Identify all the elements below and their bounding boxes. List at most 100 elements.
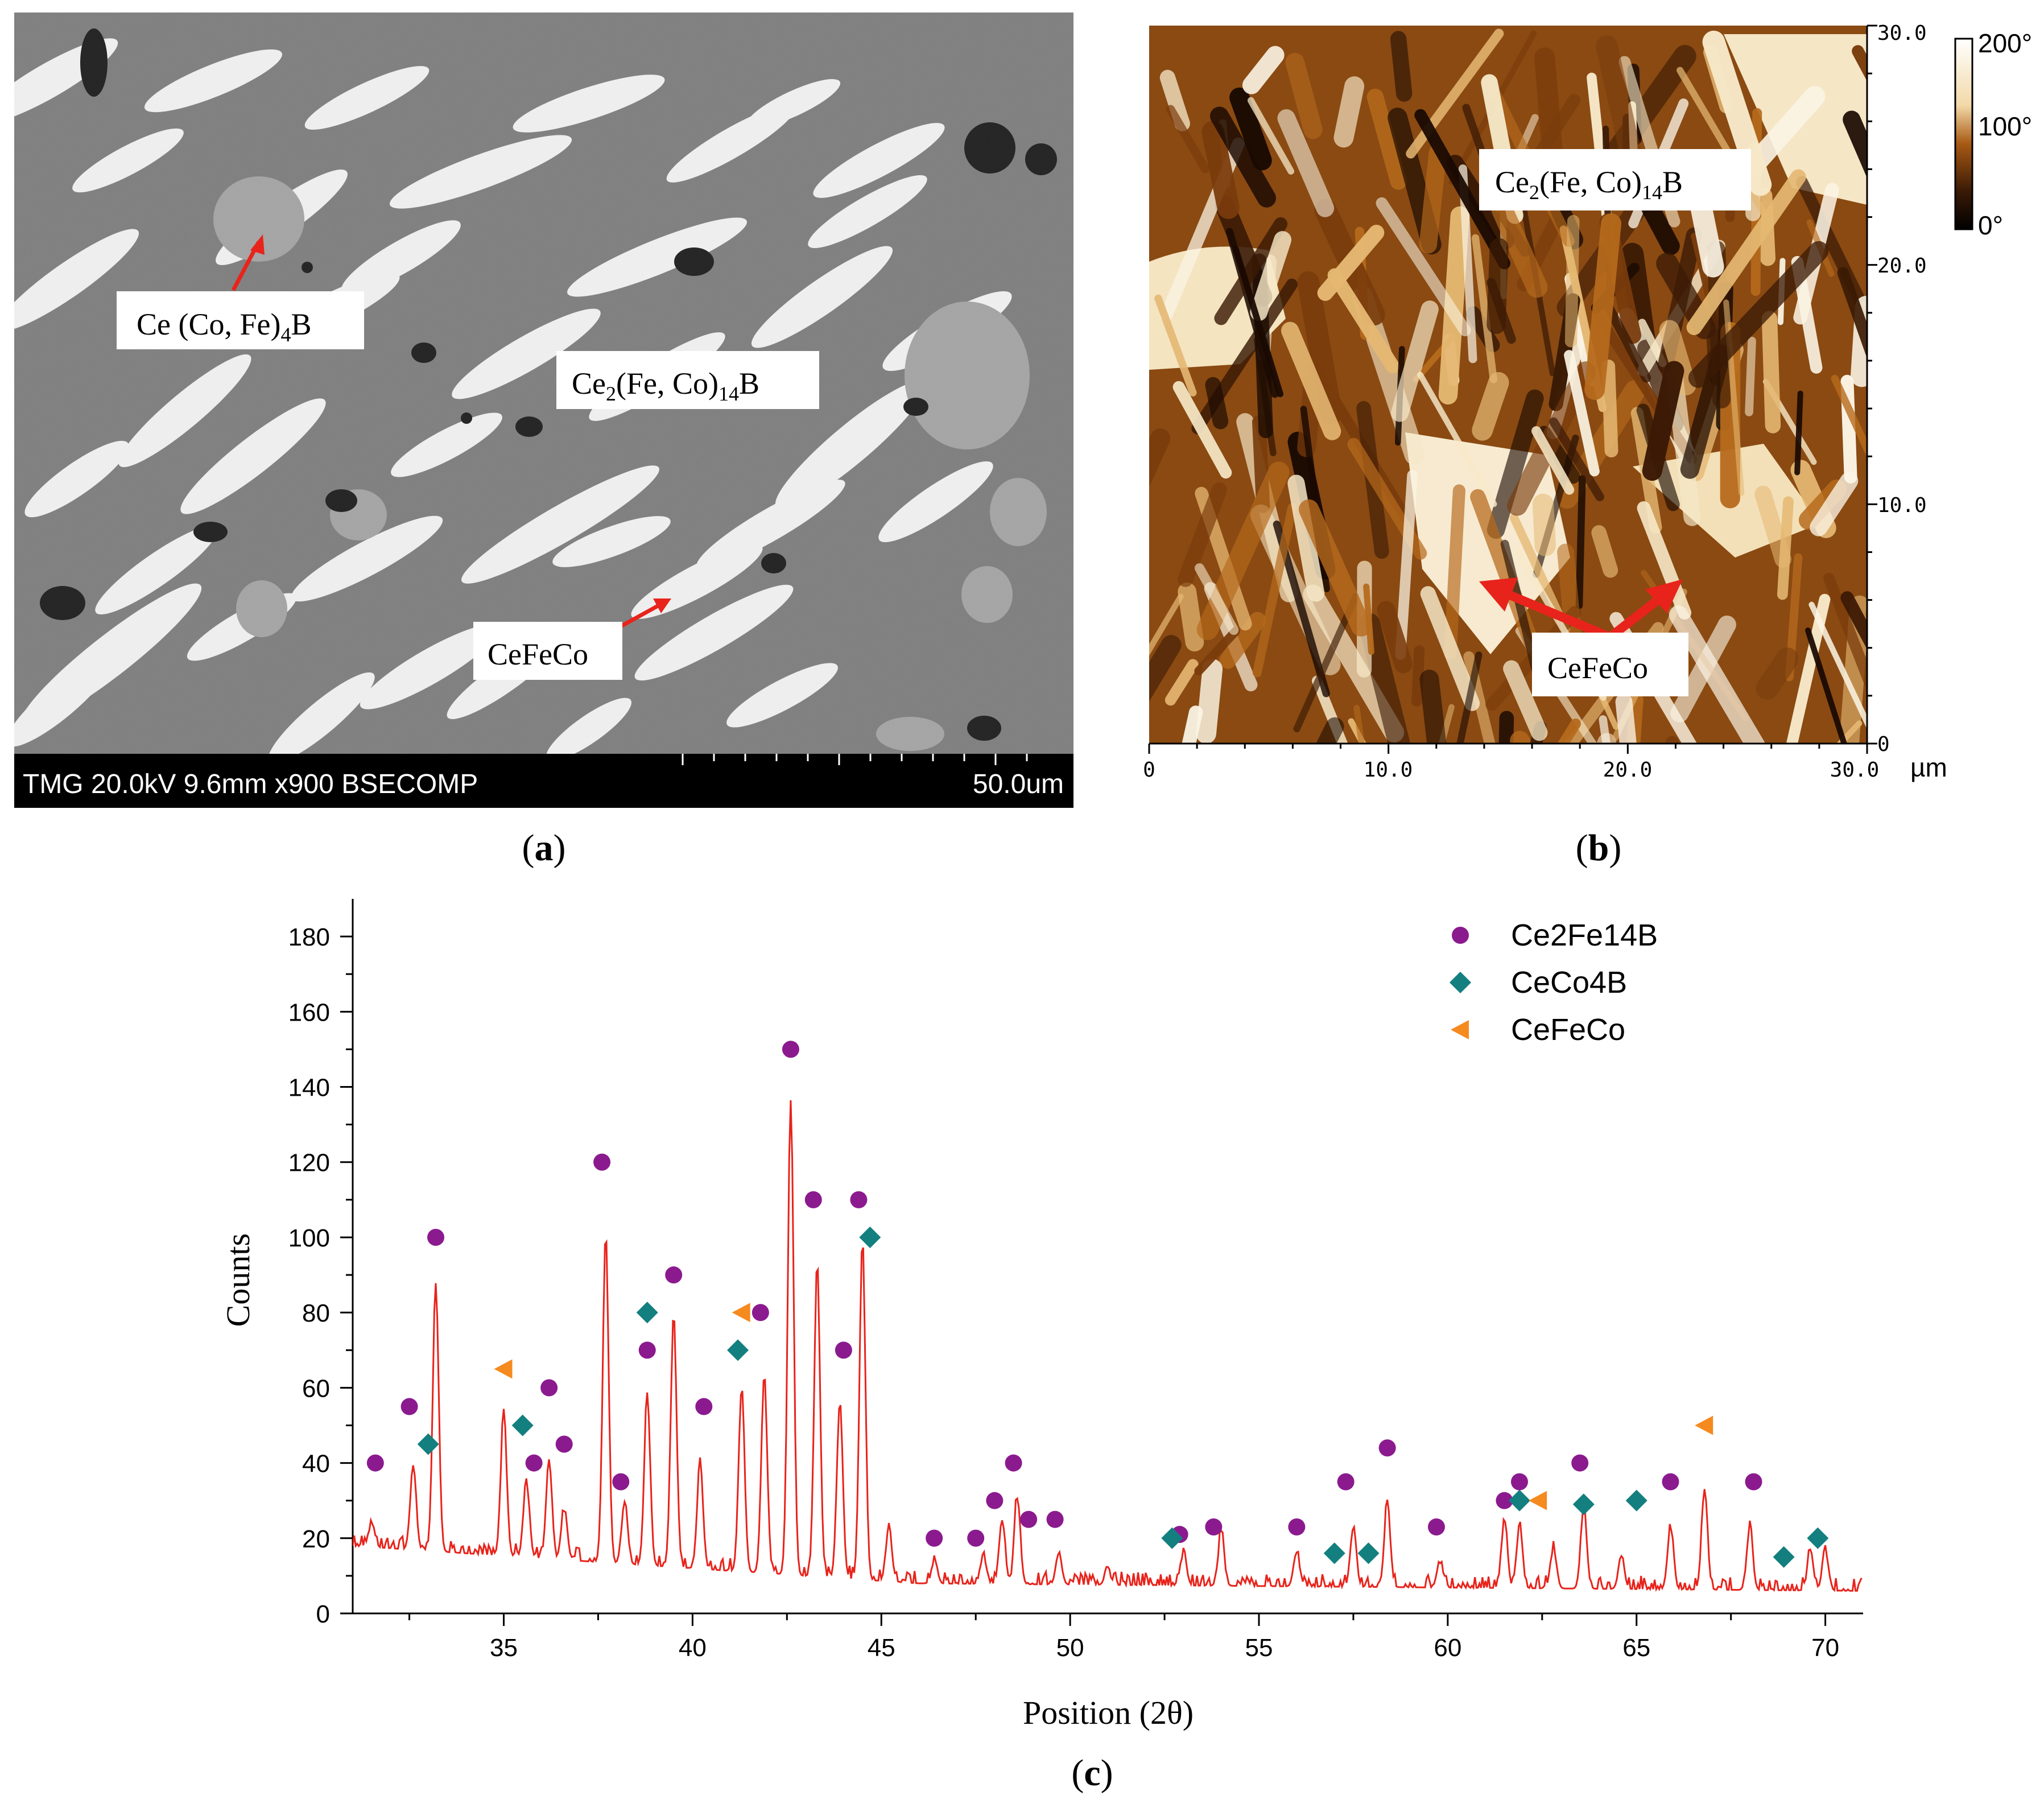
- magnetic-domain-stripe: [1312, 675, 1382, 744]
- sem-label-ce2feco14b: Ce2(Fe, Co)14B: [572, 366, 759, 405]
- ceco4b-marker: [1161, 1527, 1183, 1549]
- phase-label-cefeco: CeFeCo: [1547, 651, 1648, 685]
- x-tick-label: 50: [1056, 1634, 1084, 1662]
- ce2fe14b-marker: [366, 1454, 384, 1472]
- sem-arrowhead-cefeco: [653, 598, 671, 613]
- magnetic-domain-stripe: [1486, 389, 1544, 539]
- magnetic-domain-stripe: [1250, 231, 1292, 321]
- ceco4b-marker: [636, 1302, 658, 1324]
- ceco4b-marker: [511, 1414, 534, 1436]
- magnetic-domain-stripe: [1390, 31, 1413, 102]
- magnetic-domain-stripe: [1642, 361, 1684, 481]
- magnetic-domain-stripe: [1194, 626, 1240, 676]
- magnetic-domain-stripe: [1377, 601, 1413, 674]
- magnetic-domain-stripe: [1420, 704, 1455, 744]
- magnetic-domain-stripe: [1665, 736, 1701, 744]
- ce2fe14b-marker: [1378, 1439, 1396, 1457]
- legend-symbol-ce2fe14b: [1452, 927, 1469, 944]
- panel-b-label: (b): [1576, 827, 1622, 869]
- ce2fe14b-marker: [1662, 1473, 1679, 1491]
- ce2fe14b-marker: [612, 1473, 630, 1491]
- magnetic-domain-stripe: [1615, 693, 1639, 744]
- magnetic-domain-stripe: [1165, 659, 1199, 706]
- magnetic-domain-stripe: [1273, 520, 1330, 697]
- magnetic-domain-stripe: [1794, 390, 1803, 476]
- magnetic-domain-stripe: [1277, 109, 1335, 217]
- magnetic-domain-stripe: [1688, 241, 1829, 388]
- sem-label-cecofe4b: Ce (Co, Fe)4B: [137, 307, 312, 346]
- magnetic-domain-stripe: [1837, 267, 1867, 449]
- magnetic-domain-stripe: [1366, 88, 1407, 190]
- ce2fe14b-marker: [835, 1341, 852, 1359]
- magnetic-domain-stripe: [1179, 705, 1203, 744]
- sem-label-box-ce2feco14b: [556, 351, 819, 409]
- magnetic-domain-stripe: [1210, 106, 1276, 208]
- magnetic-domain-stripe: [1622, 692, 1644, 744]
- magnetic-domain-stripe: [1247, 97, 1295, 175]
- ce2fe14b-marker: [525, 1454, 543, 1472]
- ce2fe14b-marker: [1288, 1518, 1306, 1535]
- sem-info-bar: [14, 754, 1073, 808]
- magnetic-domain-stripe: [1219, 612, 1266, 669]
- ceco4b-marker: [1807, 1527, 1829, 1549]
- magnetic-domain-stripe: [1500, 539, 1541, 678]
- magnetic-domain-stripe: [1843, 110, 1867, 240]
- magnetic-domain-stripe: [1534, 47, 1564, 182]
- magnetic-domain-stripe: [1503, 660, 1548, 741]
- panel-a-label: (a): [522, 827, 566, 869]
- ceco4b-marker: [859, 1226, 881, 1248]
- magnetic-domain-stripe: [1232, 245, 1283, 398]
- magnetic-domain-stripe: [1840, 591, 1867, 691]
- ceco4b-marker: [727, 1339, 749, 1361]
- magnetic-domain-stripe: [1333, 76, 1365, 148]
- magnetic-domain-stripe: [1196, 659, 1223, 744]
- magnetic-domain-stripe: [1486, 238, 1509, 335]
- phase-colorbar: [1954, 38, 1973, 230]
- magnetic-domain-stripe: [1178, 582, 1204, 652]
- y-tick-label: 20: [302, 1525, 330, 1553]
- panel-b: Ce2(Fe, Co)14B CeFeCo 0 10.0 20.0 30.0 µ…: [1143, 22, 2032, 869]
- cefeco-marker: [1695, 1415, 1713, 1435]
- magnetic-domain-stripe: [1637, 501, 1692, 620]
- cefeco-marker: [732, 1303, 750, 1323]
- legend-symbol-ceco4b: [1450, 972, 1471, 993]
- magnetic-domain-stripe: [1532, 493, 1556, 556]
- xrd-legend: Ce2Fe14B CeCo4B CeFeCo: [1450, 918, 1658, 1047]
- ce2fe14b-marker: [593, 1153, 611, 1171]
- magnetic-domain-stripe: [1317, 225, 1385, 301]
- magnetic-domain-stripe: [1458, 164, 1477, 364]
- ce2fe14b-marker: [638, 1341, 656, 1359]
- xrd-axis-ticks: [340, 935, 1827, 1626]
- ce2fe14b-marker: [555, 1435, 573, 1453]
- sem-label-cefeco: CeFeCo: [488, 637, 588, 671]
- ce2fe14b-marker: [850, 1191, 868, 1208]
- ce2fe14b-marker: [1020, 1510, 1038, 1528]
- magnetic-domain-stripe: [1472, 372, 1509, 441]
- magnetic-domain-stripe: [1745, 336, 1756, 416]
- phase-unit-label: µm: [1910, 753, 1947, 782]
- magnetic-domain-stripe: [1395, 470, 1418, 660]
- y-tick-label: 160: [288, 998, 330, 1026]
- magnetic-domain-stripe: [1419, 144, 1447, 254]
- magnetic-domain-stripe: [1293, 593, 1360, 733]
- magnetic-domain-stripe: [1178, 482, 1227, 587]
- magnetic-domain-stripe: [1584, 213, 1622, 401]
- magnetic-domain-stripe: [1604, 302, 1651, 383]
- cefeco-marker: [1529, 1491, 1547, 1510]
- ce2fe14b-marker: [1745, 1473, 1762, 1491]
- sem-info-bar-scale: 50.0um: [973, 769, 1064, 799]
- ce2fe14b-marker: [986, 1492, 1004, 1509]
- x-tick-label: 40: [679, 1634, 707, 1662]
- ceco4b-marker: [417, 1433, 439, 1455]
- magnetic-domain-stripe: [1149, 593, 1184, 658]
- magnetic-domain-stripe: [1756, 647, 1799, 700]
- phase-y-tick-10: 10.0: [1877, 494, 1927, 517]
- sem-noise-overlay: [14, 13, 1073, 808]
- xrd-phase-markers: [366, 1041, 1829, 1568]
- sem-arrow-cefeco: [621, 602, 661, 628]
- ceco4b-marker: [1773, 1546, 1795, 1568]
- magnetic-domain-stripe: [1531, 426, 1575, 495]
- ce2fe14b-marker: [782, 1041, 799, 1058]
- phase-x-tick-10: 10.0: [1364, 758, 1413, 782]
